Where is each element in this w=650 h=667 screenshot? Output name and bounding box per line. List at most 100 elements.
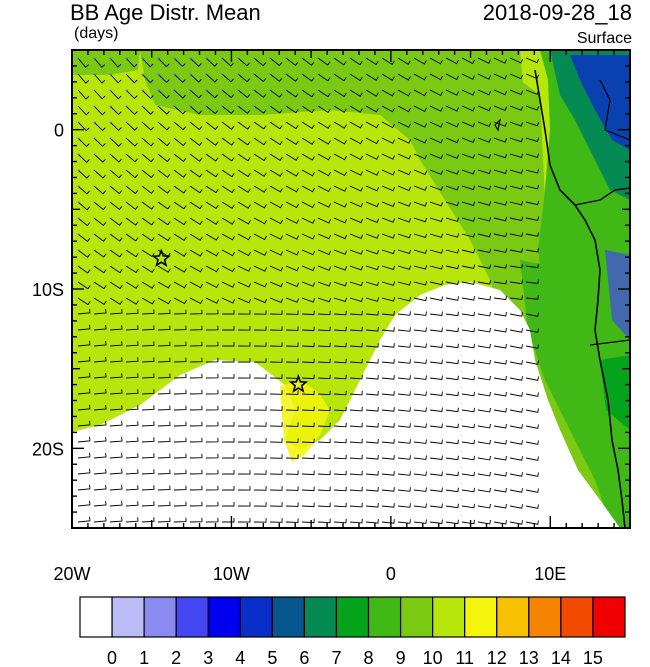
wind-barb [429, 105, 443, 112]
wind-barb [509, 121, 524, 127]
wind-barb [253, 374, 267, 379]
wind-barb [285, 454, 299, 459]
wind-barb [253, 310, 267, 315]
colorbar-swatch [111, 596, 145, 638]
wind-barb [189, 121, 203, 131]
wind-barb [477, 185, 492, 191]
wind-barb [157, 309, 171, 315]
wind-barb [269, 281, 284, 288]
wind-barb [349, 390, 363, 396]
wind-barb [125, 485, 139, 491]
wind-barb [333, 137, 347, 145]
island [494, 118, 501, 132]
wind-barb [77, 420, 91, 427]
wind-barb [509, 295, 523, 300]
wind-barb [237, 169, 251, 178]
wind-barb [525, 89, 540, 95]
wind-barb [349, 265, 364, 271]
wind-barb [221, 137, 235, 146]
wind-barb [109, 73, 122, 84]
wind-barb [189, 233, 203, 241]
wind-barb [189, 297, 203, 305]
colorbar-label: 13 [519, 648, 539, 667]
wind-barb [141, 89, 154, 100]
wind-barb [173, 469, 187, 475]
wind-barb [253, 422, 267, 427]
wind-barb [205, 185, 219, 194]
colorbar-swatch [207, 596, 241, 638]
wind-barb [189, 309, 203, 315]
wind-barb [93, 281, 107, 290]
wind-barb [93, 388, 107, 395]
wind-barb [413, 185, 428, 191]
wind-barb [301, 406, 315, 412]
wind-barb [173, 121, 187, 131]
wind-barb [365, 471, 379, 476]
wind-barb [173, 501, 187, 507]
wind-barb [493, 279, 507, 285]
wind-barb [429, 311, 443, 317]
wind-barb [365, 375, 379, 380]
wind-barb [525, 376, 539, 381]
wind-barb [429, 423, 443, 429]
wind-barb [461, 248, 476, 254]
wind-barb [397, 57, 411, 65]
wind-barb [77, 105, 90, 116]
wind-barb [301, 153, 315, 161]
wind-barb [77, 185, 90, 195]
wind-barb [205, 217, 219, 225]
wind-barb [285, 326, 299, 331]
wind-barb [525, 344, 539, 349]
wind-barb [77, 452, 91, 459]
wind-barb [349, 105, 363, 113]
wind-barb [461, 407, 475, 413]
wind-barb [237, 73, 251, 83]
wind-barb [253, 121, 267, 130]
wind-barb [445, 407, 459, 413]
map-title: BB Age Distr. Mean [70, 0, 261, 25]
wind-barb [269, 297, 284, 303]
wind-barb [285, 422, 299, 427]
wind-barb [173, 341, 187, 347]
wind-barb [365, 311, 379, 316]
wind-barb [269, 57, 283, 67]
wind-barb [525, 295, 539, 300]
wind-barb [189, 389, 203, 395]
wind-barb [141, 453, 155, 459]
wind-barb [141, 281, 155, 289]
wind-barb [525, 360, 539, 365]
wind-barb [381, 281, 396, 286]
wind-barb [237, 185, 251, 193]
wind-barb [493, 520, 507, 525]
wind-barb [445, 169, 460, 175]
wind-barb [269, 137, 283, 146]
wind-barb [349, 486, 363, 492]
colorbar-label: 6 [299, 648, 309, 667]
wind-barb [509, 376, 523, 381]
wind-barb [429, 89, 443, 97]
wind-barb [333, 297, 348, 303]
wind-barb [413, 137, 428, 144]
wind-barb [333, 454, 347, 460]
wind-barb [477, 327, 491, 333]
wind-barb [317, 249, 332, 256]
wind-barb [141, 421, 155, 427]
wind-barb [461, 391, 475, 397]
wind-barb [317, 486, 331, 492]
wind-barb [429, 519, 443, 525]
wind-barb [477, 503, 491, 509]
wind-barb [189, 57, 202, 67]
wind-barb [413, 73, 427, 81]
wind-barb [157, 89, 170, 99]
wind-barb [397, 217, 412, 223]
wind-barb [365, 265, 380, 271]
colorbar-swatch [79, 596, 113, 638]
wind-barb [221, 169, 235, 178]
wind-barb [397, 327, 411, 332]
colorbar-label: 10 [423, 648, 443, 667]
wind-barb [509, 89, 524, 96]
wind-barb [253, 185, 267, 193]
wind-barb [429, 471, 443, 477]
wind-barb [317, 73, 331, 82]
wind-barb [93, 500, 107, 507]
